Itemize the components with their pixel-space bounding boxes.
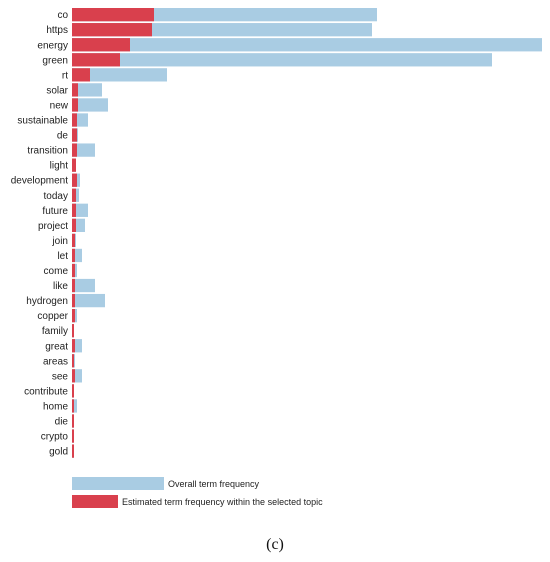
topic-bar-gold xyxy=(72,444,74,458)
topic-bar-join xyxy=(72,233,75,248)
term-label-de: de xyxy=(57,131,69,142)
term-label-let: let xyxy=(57,251,68,262)
term-label-die: die xyxy=(55,417,69,428)
topic-bar-great xyxy=(72,339,75,353)
term-label-join: join xyxy=(51,236,68,247)
term-label-great: great xyxy=(45,341,68,352)
topic-bar-areas xyxy=(72,354,74,368)
topic-bar-light xyxy=(72,158,76,172)
overall-bar-like xyxy=(72,278,95,293)
overall-bar-new xyxy=(72,98,108,112)
topic-bar-project xyxy=(72,218,76,232)
topic-bar-like xyxy=(72,278,75,293)
topic-bar-de xyxy=(72,128,77,142)
term-label-energy: energy xyxy=(37,40,68,51)
overall-bar-rt xyxy=(72,68,167,82)
term-label-development: development xyxy=(11,176,68,187)
topic-bar-development xyxy=(72,173,77,187)
term-label-sustainable: sustainable xyxy=(17,116,68,127)
topic-bar-family xyxy=(72,324,74,338)
overall-frequency-bars xyxy=(72,8,542,458)
topic-bar-let xyxy=(72,248,75,263)
legend: Overall term frequency Estimated term fr… xyxy=(72,477,323,508)
term-label-future: future xyxy=(42,206,68,217)
term-label-home: home xyxy=(43,401,68,412)
topic-bar-rt xyxy=(72,68,90,82)
overall-bar-hydrogen xyxy=(72,293,105,308)
overall-bar-great xyxy=(72,339,82,353)
overall-bar-transition xyxy=(72,143,95,157)
overall-bar-see xyxy=(72,369,82,383)
topic-bar-contribute xyxy=(72,384,74,398)
topic-bar-new xyxy=(72,98,78,112)
term-label-https: https xyxy=(46,25,68,36)
topic-bar-see xyxy=(72,369,75,383)
figure-caption: (c) xyxy=(266,536,284,553)
term-label-areas: areas xyxy=(43,356,68,367)
term-label-rt: rt xyxy=(62,70,68,81)
topic-bar-hydrogen xyxy=(72,293,75,308)
term-label-family: family xyxy=(42,326,68,337)
term-label-light: light xyxy=(50,161,69,172)
topic-bar-https xyxy=(72,23,152,37)
term-label-green: green xyxy=(42,55,68,66)
legend-label-overall: Overall term frequency xyxy=(168,479,260,489)
term-label-hydrogen: hydrogen xyxy=(26,296,68,307)
topic-bar-co xyxy=(72,8,154,22)
term-label-project: project xyxy=(38,221,68,232)
topic-bar-future xyxy=(72,203,76,217)
legend-label-topic: Estimated term frequency within the sele… xyxy=(122,497,323,507)
topic-frequency-bars xyxy=(72,8,154,458)
topic-bar-sustainable xyxy=(72,113,77,127)
term-label-new: new xyxy=(50,100,69,111)
topic-bar-green xyxy=(72,53,120,67)
legend-swatch-overall xyxy=(72,477,164,490)
topic-bar-transition xyxy=(72,143,77,157)
term-label-solar: solar xyxy=(46,85,68,96)
term-label-gold: gold xyxy=(49,447,68,458)
topic-bar-copper xyxy=(72,309,75,323)
legend-swatch-topic xyxy=(72,495,118,508)
overall-bar-solar xyxy=(72,83,102,97)
topic-bar-home xyxy=(72,399,74,413)
term-frequency-chart: co https energy green rt solar new sustainable d… xyxy=(11,8,542,508)
topic-bar-come xyxy=(72,263,75,278)
term-label-transition: transition xyxy=(27,146,68,157)
topic-bar-today xyxy=(72,188,76,202)
overall-bar-let xyxy=(72,248,82,263)
term-label-copper: copper xyxy=(37,311,68,322)
term-label-today: today xyxy=(44,191,68,202)
topic-bar-energy xyxy=(72,38,130,52)
topic-bar-crypto xyxy=(72,429,74,443)
topic-bar-solar xyxy=(72,83,78,97)
term-label-co: co xyxy=(57,10,68,21)
term-label-come: come xyxy=(44,266,69,277)
term-label-like: like xyxy=(53,281,68,292)
term-labels: co https energy green rt solar new sustainable d… xyxy=(11,10,69,457)
overall-bar-energy xyxy=(72,38,542,52)
overall-bar-green xyxy=(72,53,492,67)
topic-bar-die xyxy=(72,414,74,428)
term-label-contribute: contribute xyxy=(24,386,68,397)
term-label-crypto: crypto xyxy=(41,432,69,443)
overall-bar-home xyxy=(72,399,77,413)
term-label-see: see xyxy=(52,371,69,382)
